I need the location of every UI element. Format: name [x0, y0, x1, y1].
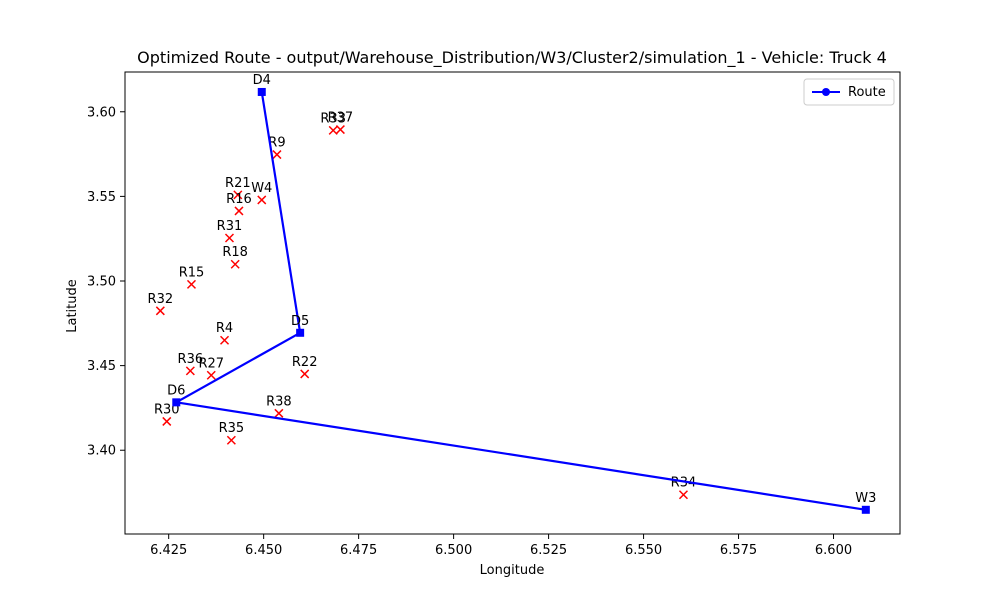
x-tick-label: 6.450 — [245, 543, 282, 558]
x-tick-label: 6.475 — [340, 543, 377, 558]
customer-point — [300, 369, 310, 379]
customer-marker-stroke — [185, 366, 195, 376]
customer-point — [328, 125, 338, 135]
customer-label: R27 — [198, 356, 224, 371]
customer-point — [335, 125, 345, 135]
route-line — [175, 91, 866, 511]
customer-point — [234, 206, 244, 216]
customer-label: R35 — [219, 421, 245, 436]
y-tick-label: 3.50 — [87, 275, 116, 290]
customer-label: W4 — [251, 181, 272, 196]
customer-point — [224, 233, 235, 243]
customer-label: R33 — [320, 111, 346, 126]
y-tick-label: 3.45 — [87, 359, 116, 374]
customer-marker-stroke — [224, 233, 235, 243]
plot-frame — [124, 71, 901, 535]
customer-marker-stroke — [206, 370, 216, 380]
route-stop-marker — [257, 87, 266, 96]
customer-point — [226, 435, 236, 445]
x-tick-label: 6.425 — [150, 543, 187, 558]
route-stop-label: D4 — [253, 73, 271, 88]
customer-marker-stroke — [300, 369, 310, 379]
customer-label: R9 — [268, 136, 285, 151]
legend-route-label: Route — [848, 85, 886, 100]
route-stop-label: W3 — [855, 491, 876, 506]
customer-label: R37 — [328, 111, 354, 126]
customer-marker-stroke — [335, 125, 345, 135]
axes: 6.425 6.450 6.475 6.500 6.525 6.550 6.575 6.600… — [87, 71, 901, 558]
customer-marker-stroke — [257, 195, 267, 205]
customer-point — [274, 408, 284, 418]
customer-marker-stroke — [186, 279, 197, 289]
customer-marker-stroke — [155, 306, 165, 316]
chart-title: Optimized Route - output/Warehouse_Distr… — [137, 48, 887, 68]
customer-marker-stroke — [230, 259, 240, 269]
customer-label: R36 — [178, 352, 204, 367]
legend: Route — [803, 78, 895, 106]
y-tick-label: 3.40 — [87, 444, 116, 459]
x-tick-label: 6.525 — [530, 543, 567, 558]
customer-point — [162, 416, 172, 426]
x-tick-label: 6.550 — [625, 543, 662, 558]
customer-point — [206, 370, 216, 380]
route-stop-marker — [172, 398, 181, 407]
customer-point — [257, 195, 267, 205]
x-tick-label: 6.600 — [815, 543, 852, 558]
customer-marker-stroke — [328, 125, 338, 135]
customer-point — [272, 150, 282, 160]
customer-marker-stroke — [162, 416, 172, 426]
x-tick-label: 6.500 — [435, 543, 472, 558]
route-stop-label: D5 — [291, 314, 309, 329]
customer-point — [230, 259, 240, 269]
y-tick-label: 3.55 — [87, 190, 116, 205]
x-tick-label: 6.575 — [720, 543, 757, 558]
customer-marker-stroke — [226, 435, 236, 445]
customer-label: R16 — [226, 192, 252, 207]
route-stop-label: D6 — [167, 383, 185, 398]
route-stop-marker — [861, 505, 870, 514]
customer-marker-stroke — [220, 335, 230, 345]
x-axis-label: Longitude — [480, 563, 545, 578]
customer-marker-stroke — [234, 206, 244, 216]
customer-label: R18 — [222, 245, 248, 260]
customer-marker-stroke — [272, 150, 282, 160]
customer-point — [220, 335, 230, 345]
customer-label: R4 — [216, 321, 233, 336]
customer-point — [678, 490, 688, 500]
customer-label: R15 — [179, 265, 205, 280]
customer-point — [186, 279, 197, 289]
y-tick-label: 3.60 — [87, 105, 116, 120]
customer-point — [233, 190, 243, 200]
customer-label: R21 — [225, 176, 251, 191]
customer-marker-stroke — [233, 190, 243, 200]
customer-label: R31 — [217, 219, 243, 234]
customer-label: R32 — [148, 292, 174, 307]
customer-point — [155, 306, 165, 316]
customer-point — [185, 366, 195, 376]
customer-marker-stroke — [678, 490, 688, 500]
customer-label: R38 — [266, 394, 292, 409]
legend-route-marker — [822, 88, 830, 96]
y-axis-label: Latitude — [65, 279, 80, 333]
route-stop-marker — [296, 328, 305, 337]
customer-label: R22 — [292, 355, 318, 370]
customer-marker-stroke — [274, 408, 284, 418]
legend-box — [803, 78, 895, 106]
